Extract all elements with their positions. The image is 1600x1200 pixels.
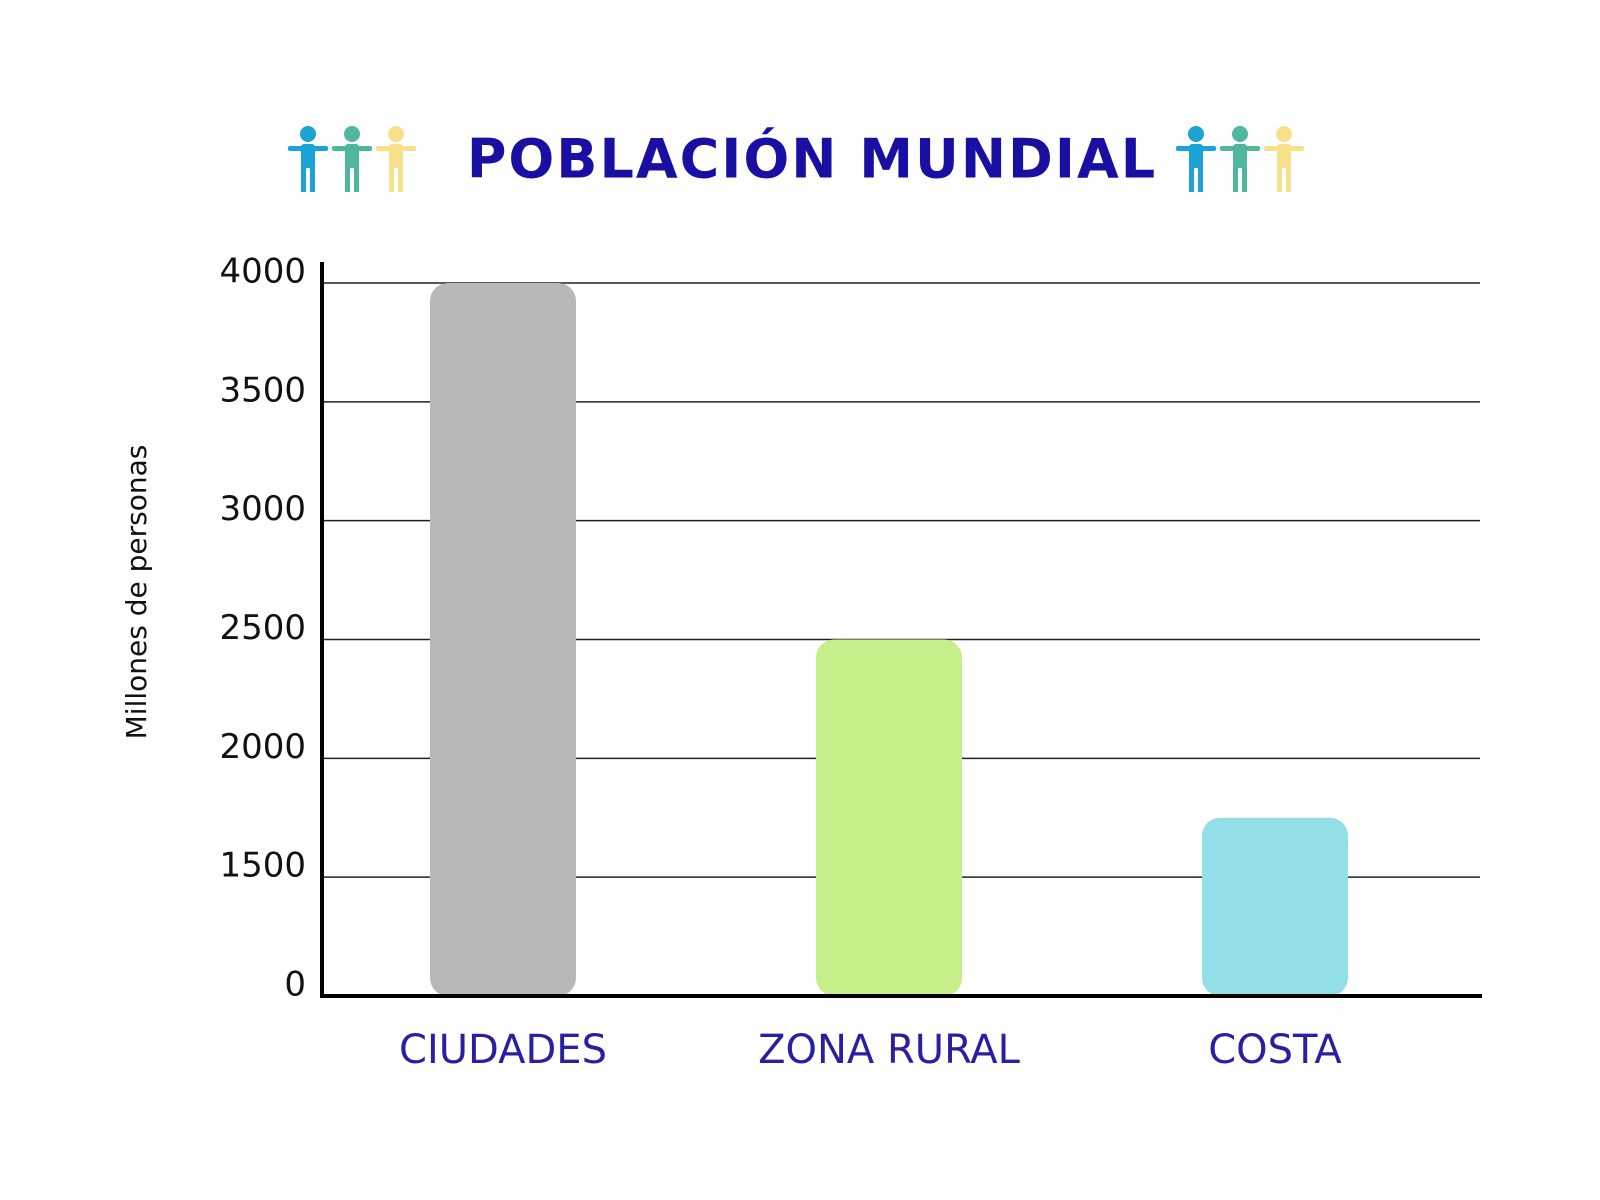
bar (1202, 817, 1348, 996)
y-tick-label: 4000 (219, 252, 306, 292)
people-icon-left (288, 126, 416, 192)
x-tick-label: CIUDADES (399, 1027, 607, 1073)
x-tick-label: COSTA (1208, 1027, 1342, 1073)
x-tick-label: ZONA RURAL (758, 1027, 1020, 1073)
bar (816, 639, 962, 996)
people-icon-right (1176, 126, 1304, 192)
y-tick-label: 2000 (219, 727, 306, 767)
chart-title: POBLACIÓN MUNDIAL (467, 128, 1157, 191)
y-tick-label: 3000 (219, 489, 306, 529)
bars (430, 283, 1348, 996)
y-tick-label: 0 (284, 965, 306, 1005)
y-tick-label: 2500 (219, 608, 306, 648)
bar (430, 283, 576, 996)
y-tick-label: 1500 (219, 846, 306, 886)
y-axis-label: Millones de personas (120, 445, 153, 740)
y-tick-label: 3500 (219, 370, 306, 410)
